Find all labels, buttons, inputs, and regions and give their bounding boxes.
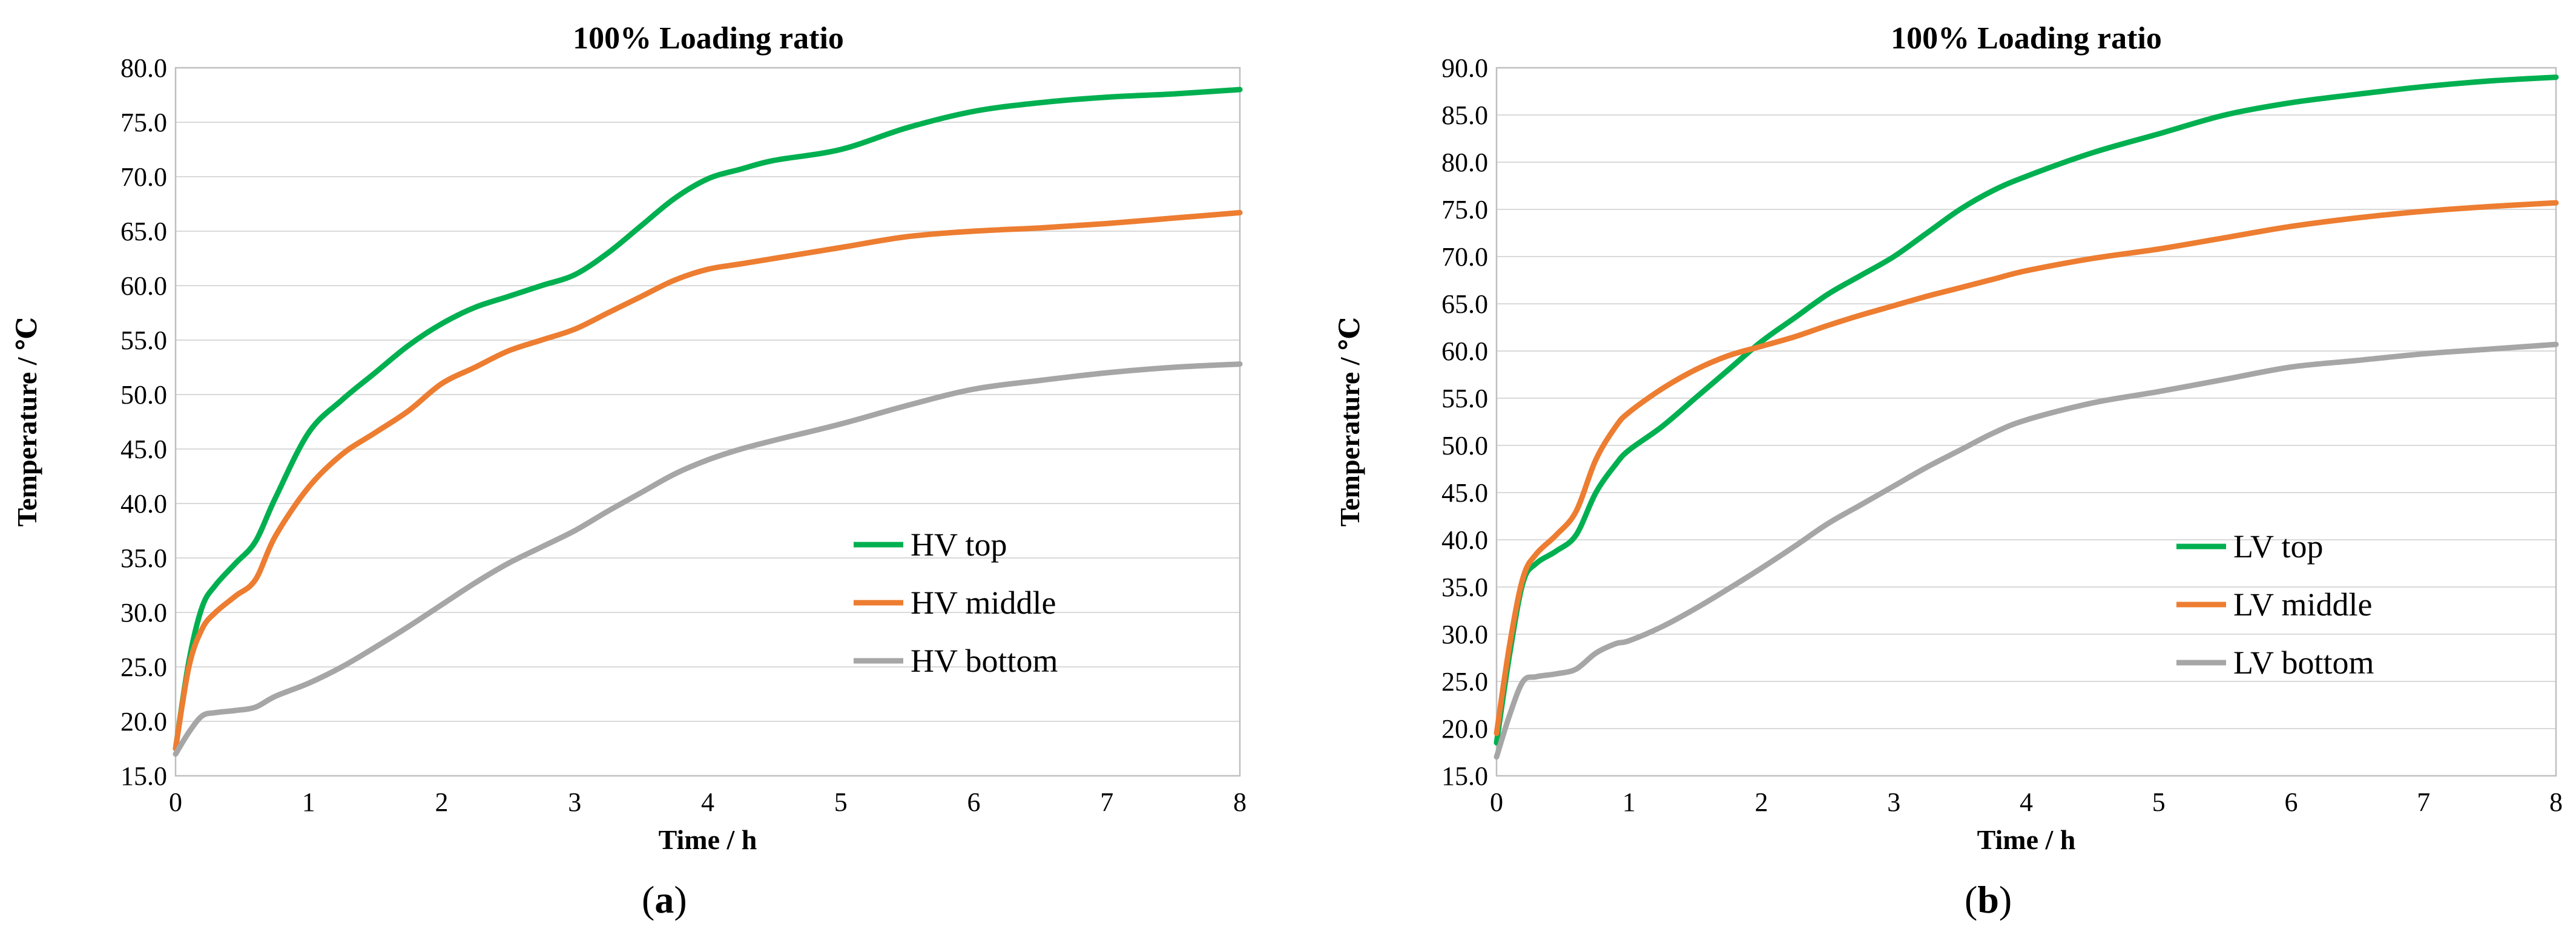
chart-b-x-tick-label: 6 xyxy=(2285,787,2298,817)
chart-a-plot-area xyxy=(174,67,1241,777)
chart-b-caption: (b) xyxy=(1965,878,2012,921)
chart-b-caption-letter: b xyxy=(1977,878,1999,921)
chart-a-y-tick-label: 25.0 xyxy=(120,652,167,682)
chart-b-y-tick-label: 80.0 xyxy=(1441,148,1488,177)
chart-a-series-line-hv-bottom xyxy=(173,361,1243,757)
chart-b-x-tick-label: 2 xyxy=(1755,787,1768,817)
chart-b-plot-area xyxy=(1495,67,2557,777)
chart-a-y-tick-label: 50.0 xyxy=(120,380,167,410)
chart-a-caption: (a) xyxy=(642,878,687,921)
chart-a-y-tick-label: 65.0 xyxy=(120,217,167,246)
chart-a-series-line-hv-top xyxy=(173,87,1243,752)
chart-b-x-tick-label: 3 xyxy=(1887,787,1900,817)
chart-b-x-tick-label: 8 xyxy=(2549,787,2563,817)
chart-b-y-tick-label: 55.0 xyxy=(1441,384,1488,413)
chart-b-y-tick-label: 40.0 xyxy=(1441,525,1488,555)
chart-a-x-tick-label: 7 xyxy=(1100,787,1113,817)
chart-b-legend-label-lv-top: LV top xyxy=(2233,528,2324,565)
chart-b-y-tick-label: 30.0 xyxy=(1441,620,1488,649)
chart-b-x-tick-label: 4 xyxy=(2020,787,2033,817)
chart-panel-b: 15.0 20.0 25.0 30.0 35.0 40.0 45.0 50.0 55.0 60.0… xyxy=(1334,21,2563,921)
chart-a-x-tick-label: 1 xyxy=(302,787,315,817)
chart-b-legend-label-lv-middle: LV middle xyxy=(2233,586,2373,623)
chart-b-title: 100% Loading ratio xyxy=(1891,21,2162,56)
chart-a-series-line-hv-middle xyxy=(173,209,1243,752)
chart-a-legend-label-hv-middle: HV middle xyxy=(911,585,1056,621)
chart-b-y-tick-label: 70.0 xyxy=(1441,242,1488,272)
chart-a-y-tick-label: 75.0 xyxy=(120,108,167,137)
chart-b-y-tick-label: 85.0 xyxy=(1441,100,1488,130)
chart-b-y-tick-label: 35.0 xyxy=(1441,572,1488,602)
chart-b-y-tick-label: 50.0 xyxy=(1441,431,1488,461)
chart-b-legend-label-lv-bottom: LV bottom xyxy=(2233,644,2374,681)
chart-a-x-tick-label: 2 xyxy=(435,787,449,817)
chart-b-y-tick-label: 15.0 xyxy=(1441,761,1488,791)
chart-a-x-tick-label: 8 xyxy=(1233,787,1247,817)
chart-a-y-tick-label: 60.0 xyxy=(120,271,167,301)
chart-a-y-tick-label: 45.0 xyxy=(120,435,167,464)
chart-b-x-tick-label: 7 xyxy=(2417,787,2430,817)
chart-b-y-tick-label: 75.0 xyxy=(1441,195,1488,225)
chart-b-y-tick-label: 25.0 xyxy=(1441,667,1488,697)
chart-b-x-tick-label: 1 xyxy=(1622,787,1636,817)
chart-a-y-tick-label: 55.0 xyxy=(120,326,167,355)
chart-a-legend-label-hv-top: HV top xyxy=(911,526,1007,563)
chart-a-y-tick-label: 30.0 xyxy=(120,598,167,628)
chart-panel-a: 15.0 20.0 25.0 30.0 35.0 40.0 45.0 50.0 55.0 60.0… xyxy=(12,21,1247,921)
chart-a-x-tick-label: 0 xyxy=(169,787,182,817)
chart-a-x-axis-label: Time / h xyxy=(659,824,757,855)
chart-b-y-tick-label: 45.0 xyxy=(1441,478,1488,508)
chart-a-title: 100% Loading ratio xyxy=(573,21,844,56)
chart-a-y-tick-label: 35.0 xyxy=(120,543,167,573)
chart-b-series-line-lv-middle xyxy=(1494,200,2559,736)
chart-b-y-tick-label: 60.0 xyxy=(1441,336,1488,366)
chart-b-x-axis-label: Time / h xyxy=(1977,824,2076,855)
chart-a-y-tick-label: 40.0 xyxy=(120,489,167,519)
chart-b-y-tick-label: 20.0 xyxy=(1441,714,1488,744)
chart-a-y-tick-label: 70.0 xyxy=(120,162,167,192)
chart-a-legend-label-hv-bottom: HV bottom xyxy=(911,643,1058,679)
chart-b-x-tick-label: 0 xyxy=(1490,787,1503,817)
chart-a-y-tick-label: 20.0 xyxy=(120,707,167,736)
chart-b-y-tick-label: 90.0 xyxy=(1441,53,1488,83)
chart-b-y-tick-label: 65.0 xyxy=(1441,289,1488,319)
chart-b-y-axis-label: Temperature / ℃ xyxy=(1334,317,1365,526)
chart-a-x-tick-label: 5 xyxy=(834,787,848,817)
chart-b-series-line-lv-top xyxy=(1494,74,2559,746)
chart-a-x-tick-label: 3 xyxy=(568,787,581,817)
chart-a-y-tick-label: 15.0 xyxy=(120,761,167,791)
chart-a-x-tick-label: 6 xyxy=(967,787,981,817)
chart-a-y-tick-label: 80.0 xyxy=(120,53,167,83)
chart-a-caption-letter: a xyxy=(654,878,674,921)
chart-b-x-tick-label: 5 xyxy=(2152,787,2166,817)
chart-b-series-line-lv-bottom xyxy=(1494,341,2559,760)
chart-a-x-tick-label: 4 xyxy=(701,787,714,817)
chart-a-y-axis-label: Temperature / ℃ xyxy=(12,317,42,526)
